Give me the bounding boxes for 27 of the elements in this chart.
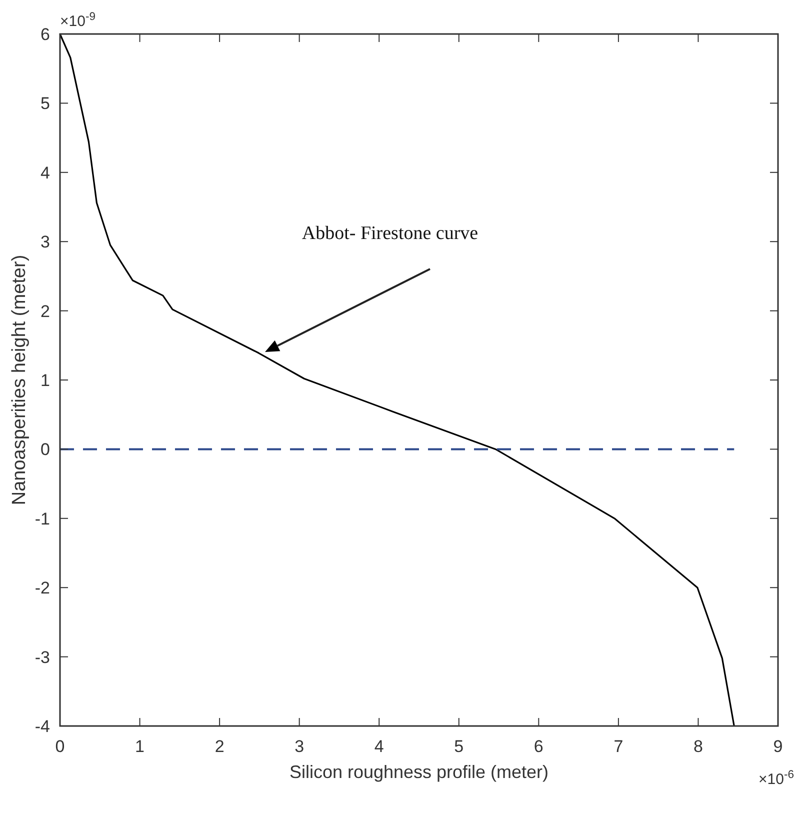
annotation: Abbot- Firestone curve <box>302 223 478 244</box>
y-tick-label: -4 <box>34 716 50 736</box>
x-tick-label: 3 <box>294 737 304 756</box>
y-tick-label: 4 <box>40 163 50 182</box>
x-tick-label: 7 <box>614 737 624 756</box>
y-tick-label: 0 <box>40 440 50 460</box>
line-series <box>59 33 735 727</box>
y-tick-label: -1 <box>34 509 50 528</box>
x-tick-label: 6 <box>534 737 544 756</box>
x-tick-label: 5 <box>454 737 464 756</box>
y-axis-title: Nanoasperities height (meter) <box>9 254 30 506</box>
y-tick-label: 3 <box>40 232 50 252</box>
x-tick-label: 2 <box>214 737 224 756</box>
text: ×10$^{-9}$ <box>60 11 96 30</box>
x-tick-label: 0 <box>55 737 65 756</box>
x-tick-label: 8 <box>693 737 703 756</box>
y-tick-label: 6 <box>40 24 50 44</box>
y-tick-label: 2 <box>40 302 50 321</box>
y-tick-label: 1 <box>40 370 50 390</box>
y-tick-label: -2 <box>34 578 50 598</box>
y-tick-label: 5 <box>40 94 50 114</box>
y-tick-label: -3 <box>34 648 50 667</box>
x-tick-label: 4 <box>374 737 384 756</box>
text: ×10$^{-6}$ <box>758 769 794 788</box>
x-tick-label: 9 <box>773 737 783 756</box>
x-axis-title: Silicon roughness profile (meter) <box>289 762 549 782</box>
x-tick-label: 1 <box>135 737 145 756</box>
